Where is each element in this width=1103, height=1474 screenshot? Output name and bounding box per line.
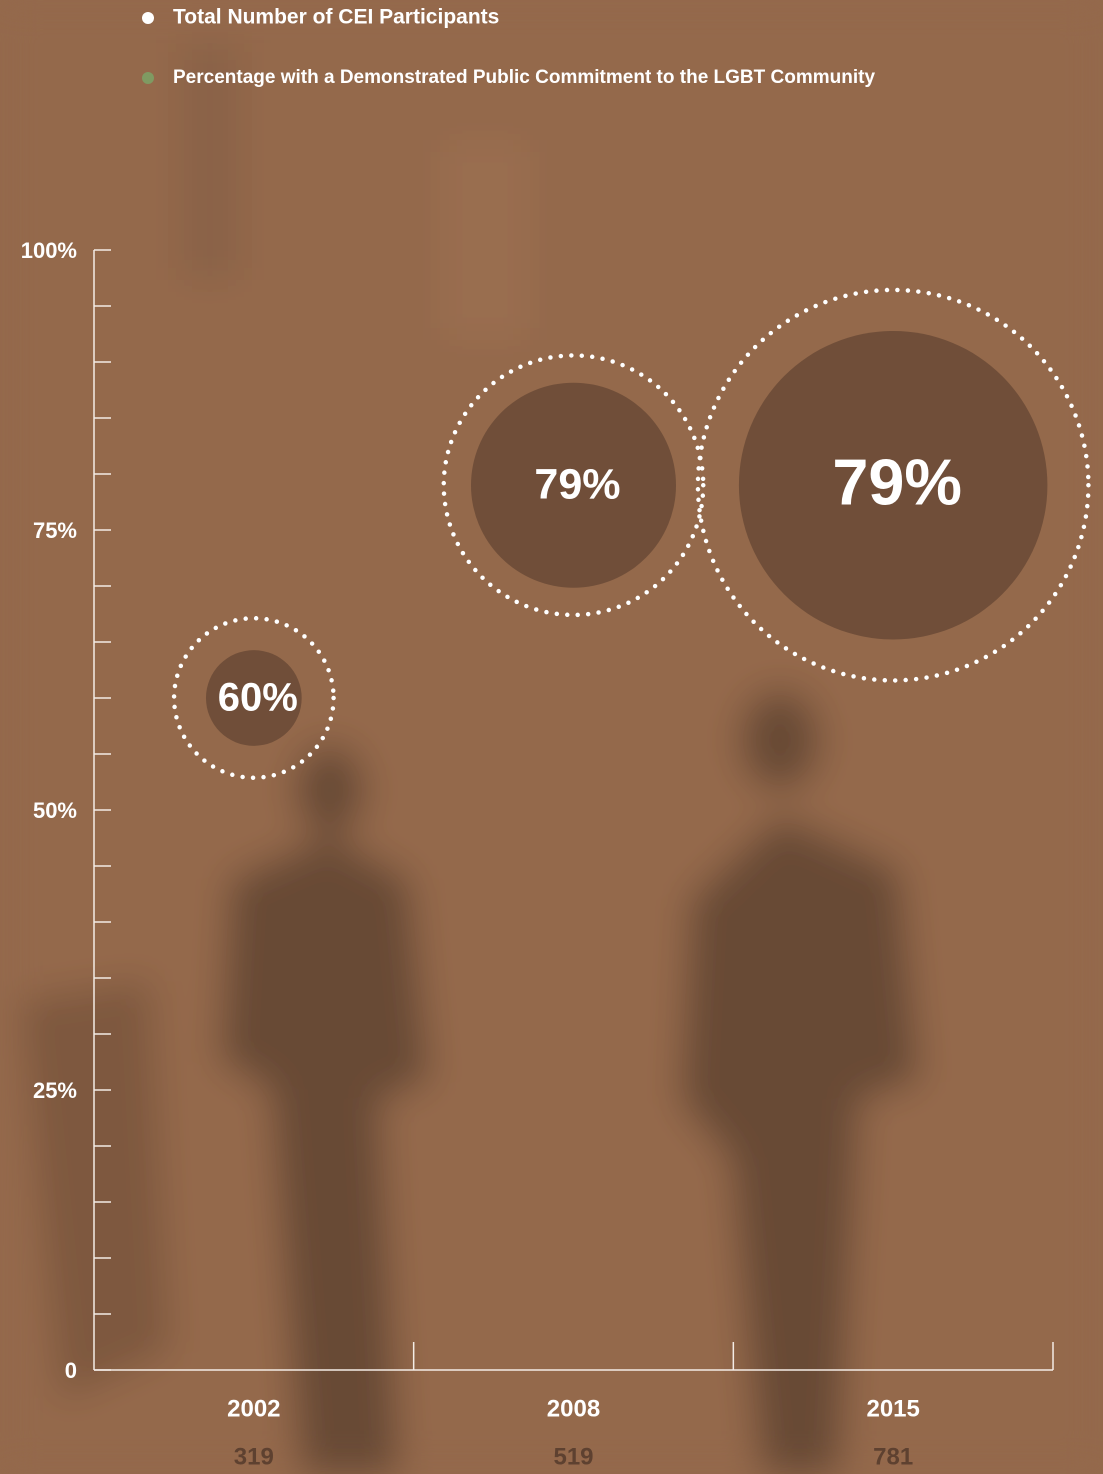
percentage-label: 79% bbox=[832, 445, 962, 518]
y-tick-label: 100% bbox=[21, 238, 77, 263]
percentage-bubble bbox=[205, 650, 302, 746]
percentage-label: 60% bbox=[218, 676, 298, 720]
x-tick-label: 2015 bbox=[866, 1395, 919, 1422]
y-tick-label: 50% bbox=[33, 798, 77, 823]
legend-marker bbox=[142, 12, 154, 24]
participants-bubble bbox=[695, 287, 1091, 683]
participant-count: 519 bbox=[553, 1443, 593, 1470]
percentage-label: 79% bbox=[534, 461, 620, 509]
y-tick-label: 0 bbox=[65, 1358, 77, 1383]
legend-label: Percentage with a Demonstrated Public Co… bbox=[173, 67, 875, 88]
y-tick-label: 25% bbox=[33, 1078, 77, 1103]
bubbles: 60% 79% 79% bbox=[171, 287, 1091, 780]
legend-label: Total Number of CEI Participants bbox=[173, 6, 499, 29]
participant-count: 319 bbox=[234, 1443, 274, 1470]
percentage-bubble bbox=[738, 330, 1048, 640]
x-tick-label: 2008 bbox=[547, 1395, 600, 1422]
x-tick-label: 2002 bbox=[227, 1395, 280, 1422]
percentage-bubble bbox=[470, 382, 677, 588]
participants-bubble bbox=[171, 616, 336, 780]
y-tick-label: 75% bbox=[33, 518, 77, 543]
axes: 0 25% 50% 75% 100% 2002 319 2008 519 2015 781 bbox=[21, 238, 1054, 1470]
legend-marker bbox=[142, 72, 154, 84]
participant-count: 781 bbox=[873, 1443, 913, 1470]
participants-bubble bbox=[441, 353, 706, 618]
